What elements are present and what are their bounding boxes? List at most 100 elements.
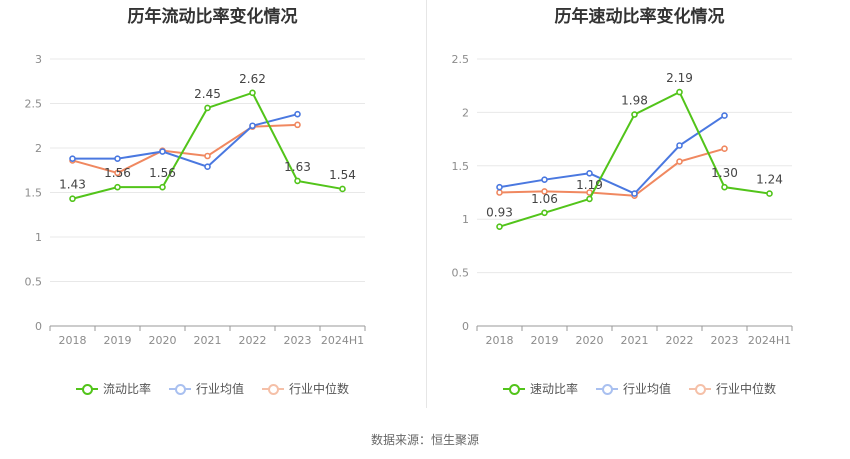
y-tick-label: 0.5 xyxy=(25,276,43,289)
series-line xyxy=(499,147,725,197)
data-point xyxy=(496,189,503,196)
y-tick-label: 1 xyxy=(35,231,42,244)
current-ratio-chart: 0 0.5 1 1.5 2 2.5 3 2018 2019 2020 2021 2022 2023 202… xyxy=(25,53,366,347)
y-tick-label: 2.5 xyxy=(25,98,43,111)
data-point xyxy=(69,155,76,162)
data-point xyxy=(541,209,548,217)
data-point xyxy=(69,195,76,203)
chart-title: 历年速动比率变化情况 xyxy=(554,7,725,27)
x-tick-label: 2018 xyxy=(59,334,87,347)
data-point xyxy=(294,110,301,118)
legend-swatch-icon xyxy=(689,383,711,395)
data-point xyxy=(249,89,256,97)
legend-swatch-icon xyxy=(502,383,525,395)
data-point xyxy=(496,223,503,230)
legend-item-avg[interactable]: 行业均值 xyxy=(168,380,244,397)
data-point xyxy=(294,177,301,185)
data-point xyxy=(496,183,503,191)
legend-label: 速动比率 xyxy=(529,382,578,396)
legend-item-median[interactable]: 行业中位数 xyxy=(262,380,349,397)
legend-swatch-icon xyxy=(168,383,191,395)
data-label: 2.19 xyxy=(666,71,693,85)
data-point xyxy=(114,169,121,177)
data-point xyxy=(631,111,638,118)
y-tick-label: 1.5 xyxy=(25,187,43,200)
x-tick-label: 2023 xyxy=(284,334,312,347)
legend-label: 流动比率 xyxy=(102,382,151,396)
panel-divider xyxy=(426,0,427,408)
data-point xyxy=(676,142,683,149)
x-tick-label: 2020 xyxy=(576,334,604,347)
y-tick-label: 0 xyxy=(35,320,42,333)
legend-label: 行业均值 xyxy=(195,382,244,396)
x-tick-label: 2021 xyxy=(621,334,649,347)
data-point xyxy=(339,185,346,193)
x-tick-label: 2024H1 xyxy=(748,334,791,347)
data-point xyxy=(204,163,211,170)
y-tick-label: 3 xyxy=(35,53,42,66)
data-point xyxy=(631,190,638,197)
data-point xyxy=(541,176,548,183)
legend-label: 行业均值 xyxy=(622,382,671,396)
x-tick-label: 2019 xyxy=(104,334,132,347)
data-label: 1.43 xyxy=(59,178,86,192)
x-tick-label: 2024H1 xyxy=(321,334,364,347)
legend-label: 行业中位数 xyxy=(289,382,350,396)
data-point xyxy=(294,121,301,129)
data-source: 数据来源：恒生聚源 xyxy=(370,433,479,447)
legend-swatch-icon xyxy=(262,383,284,395)
legend-label: 行业中位数 xyxy=(716,382,777,396)
legend-swatch-icon xyxy=(75,383,98,395)
y-tick-label: 0 xyxy=(462,320,469,333)
data-label: 1.19 xyxy=(576,178,603,192)
data-point xyxy=(676,158,683,165)
data-label: 1.56 xyxy=(149,166,176,180)
legend-item-main[interactable]: 流动比率 xyxy=(75,380,151,397)
chart-title: 历年流动比率变化情况 xyxy=(127,7,298,27)
data-label: 0.93 xyxy=(486,206,513,220)
series-line xyxy=(72,113,298,168)
x-tick-label: 2023 xyxy=(711,334,739,347)
legend-item-avg[interactable]: 行业均值 xyxy=(595,380,671,397)
data-point xyxy=(159,183,166,191)
data-point xyxy=(114,155,121,162)
data-point xyxy=(721,112,728,119)
data-point xyxy=(249,122,256,130)
data-label: 1.24 xyxy=(756,173,783,187)
data-point xyxy=(204,104,211,112)
data-point xyxy=(204,152,211,160)
data-point xyxy=(721,183,728,191)
data-label: 1.30 xyxy=(711,166,738,180)
legend: 流动比率 行业均值 行业中位数 xyxy=(0,380,425,397)
data-label: 2.62 xyxy=(239,72,266,86)
y-tick-label: 2 xyxy=(462,106,469,119)
x-tick-label: 2020 xyxy=(149,334,177,347)
legend-item-main[interactable]: 速动比率 xyxy=(502,380,578,397)
y-tick-label: 0.5 xyxy=(452,267,470,280)
series-line xyxy=(72,123,298,174)
data-point xyxy=(586,169,593,177)
data-label: 1.06 xyxy=(531,192,558,206)
x-tick-label: 2019 xyxy=(531,334,559,347)
data-point xyxy=(541,188,548,195)
data-label: 1.98 xyxy=(621,94,648,108)
legend-item-median[interactable]: 行业中位数 xyxy=(689,380,776,397)
legend-swatch-icon xyxy=(595,383,618,395)
data-point xyxy=(766,190,773,197)
data-label: 1.63 xyxy=(284,160,311,174)
data-label: 1.54 xyxy=(329,168,356,182)
data-point xyxy=(114,183,121,191)
current-ratio-panel: 历年流动比率变化情况 0 0.5 1 1.5 2 2.5 3 2018 2019 2020 2021… xyxy=(0,0,425,420)
y-tick-label: 2.5 xyxy=(452,53,470,66)
data-point xyxy=(721,145,728,153)
x-tick-label: 2022 xyxy=(239,334,267,347)
data-label: 2.45 xyxy=(194,87,221,101)
data-label: 1.56 xyxy=(104,166,131,180)
x-tick-label: 2018 xyxy=(486,334,514,347)
x-tick-label: 2021 xyxy=(194,334,222,347)
quick-ratio-chart: 0 0.5 1 1.5 2 2.5 2018 2019 2020 2021 2022 2023 2024… xyxy=(452,53,793,347)
legend: 速动比率 行业均值 行业中位数 xyxy=(427,380,850,397)
data-point xyxy=(159,148,166,155)
quick-ratio-panel: 历年速动比率变化情况 0 0.5 1 1.5 2 2.5 2018 2019 2020 2021 2… xyxy=(427,0,850,420)
y-tick-label: 2 xyxy=(35,142,42,155)
